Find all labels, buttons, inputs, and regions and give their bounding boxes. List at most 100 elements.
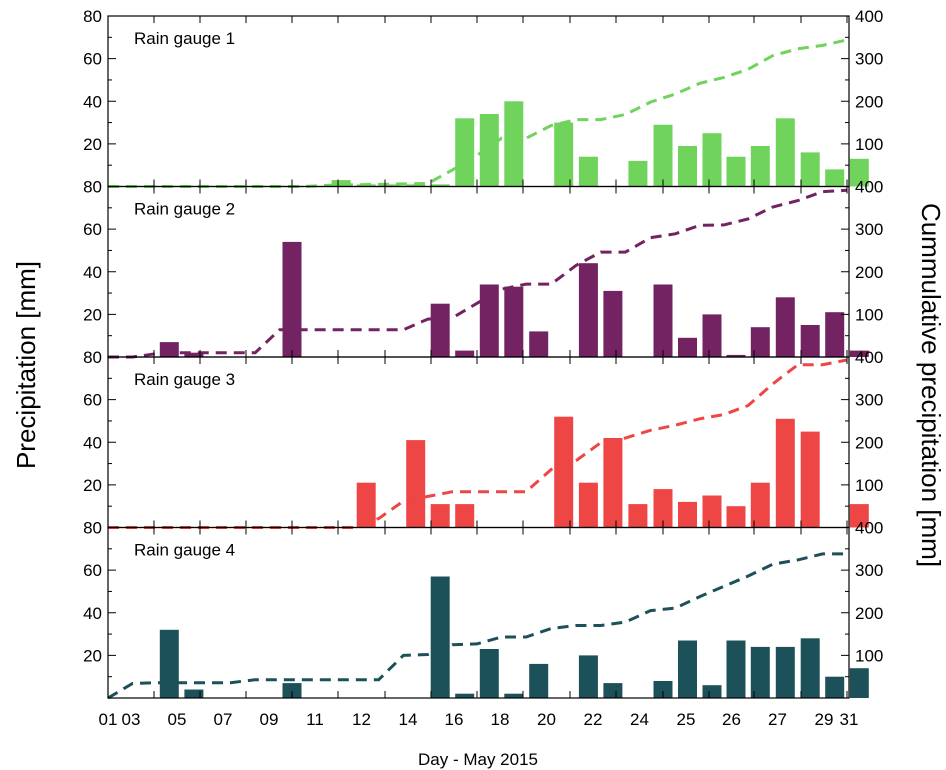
- precip-bar: [800, 431, 820, 528]
- y-tick-label-left: 80: [83, 348, 102, 367]
- panel-label: Rain gauge 2: [134, 200, 235, 219]
- precip-bar: [578, 263, 598, 357]
- x-tick-label: 11: [306, 710, 324, 729]
- chart-panels: 20 40 60 80 100 200 300 400 Rain gauge 1 20 40 60 80…: [83, 7, 883, 700]
- y-tick-label-left: 40: [83, 263, 102, 282]
- precip-bar: [653, 124, 673, 187]
- panel-label: Rain gauge 3: [134, 370, 235, 389]
- precip-bar: [750, 482, 770, 528]
- cumulative-line: [107, 552, 847, 700]
- x-tick-label: 05: [168, 710, 187, 729]
- y-tick-label-right: 200: [855, 92, 883, 111]
- y-axis-title-right: Cummulative precipitation [mm]: [916, 203, 946, 567]
- precip-bar: [554, 416, 574, 528]
- precip-bar: [800, 638, 820, 698]
- precip-bar: [455, 504, 475, 528]
- x-tick-label: 07: [214, 710, 233, 729]
- y-tick-label-left: 80: [83, 7, 102, 26]
- precip-bar: [184, 689, 204, 698]
- panel-2: 20 40 60 80 100 200 300 400 Rain gauge 2: [83, 178, 883, 359]
- precip-bar: [504, 286, 524, 357]
- x-tick-label: 27: [768, 710, 787, 729]
- precip-bar: [455, 693, 475, 698]
- x-tick-label: 18: [491, 710, 510, 729]
- y-tick-label-right: 200: [855, 604, 883, 623]
- y-tick-label-left: 60: [83, 561, 102, 580]
- precip-bar: [702, 133, 722, 187]
- y-tick-label-right: 100: [855, 646, 883, 665]
- precip-bar: [678, 337, 697, 357]
- precip-bar: [653, 489, 673, 528]
- precip-bar: [554, 122, 574, 187]
- precip-bar: [775, 418, 795, 528]
- y-tick-label-right: 300: [855, 391, 883, 410]
- precip-bar: [849, 668, 869, 698]
- x-axis: 01 03 05 07 09 11 12 14 16 18 20 22 24 25 26 27 29 31: [99, 710, 859, 729]
- precip-bar: [726, 354, 746, 357]
- precip-bar: [479, 284, 499, 357]
- y-tick-label-right: 400: [855, 178, 883, 197]
- precip-bar: [603, 683, 623, 698]
- y-tick-label-left: 20: [83, 135, 102, 154]
- y-tick-label-right: 400: [855, 7, 883, 26]
- precip-bar: [184, 352, 204, 357]
- precip-bar: [578, 482, 598, 528]
- precip-bar: [800, 152, 820, 187]
- y-tick-label-right: 300: [855, 50, 883, 69]
- precip-bar: [430, 504, 450, 528]
- precip-bar: [578, 156, 598, 187]
- precip-bar: [825, 676, 845, 698]
- y-tick-label-left: 20: [83, 646, 102, 665]
- x-tick-label: 26: [722, 710, 741, 729]
- precip-bar: [356, 482, 376, 528]
- precip-bar: [504, 693, 524, 698]
- precip-bar: [653, 284, 673, 357]
- y-tick-label-left: 20: [83, 305, 102, 324]
- y-tick-label-right: 400: [855, 348, 883, 367]
- precip-bar: [750, 327, 770, 357]
- y-axis-title-left: Precipitation [mm]: [11, 261, 41, 469]
- precip-bar: [726, 506, 746, 528]
- y-tick-label-right: 100: [855, 135, 883, 154]
- y-tick-label-right: 300: [855, 220, 883, 239]
- precip-bar: [455, 118, 475, 187]
- precip-bar: [603, 438, 623, 528]
- precip-bar: [750, 146, 770, 187]
- precip-bar: [825, 312, 845, 357]
- precip-bar: [702, 685, 722, 698]
- precip-bar: [430, 303, 450, 357]
- precip-bar: [678, 501, 697, 528]
- y-tick-label-left: 60: [83, 50, 102, 69]
- precip-bar: [430, 184, 450, 187]
- x-tick-label: 20: [537, 710, 556, 729]
- precip-bar: [455, 350, 475, 357]
- y-tick-label-left: 60: [83, 391, 102, 410]
- precip-bar: [775, 646, 795, 698]
- cumulative-line: [108, 38, 848, 188]
- precip-bar: [726, 640, 746, 698]
- y-tick-label-left: 40: [83, 433, 102, 452]
- panel-label: Rain gauge 1: [134, 29, 235, 48]
- x-tick-label: 25: [677, 710, 696, 729]
- x-tick-label: 29: [815, 710, 834, 729]
- y-tick-label-left: 80: [83, 519, 102, 538]
- precip-bar: [678, 640, 697, 698]
- x-tick-label: 09: [260, 710, 279, 729]
- precip-bar: [825, 169, 845, 187]
- precip-bar: [282, 241, 302, 357]
- x-tick-label: 22: [584, 710, 603, 729]
- precip-bar: [282, 683, 302, 698]
- x-tick-label: 14: [399, 710, 418, 729]
- y-tick-label-left: 60: [83, 220, 102, 239]
- precip-bar: [406, 184, 426, 187]
- precip-bar: [529, 331, 549, 357]
- precip-bar: [849, 350, 869, 357]
- panel-1: 20 40 60 80 100 200 300 400 Rain gauge 1: [83, 7, 883, 188]
- precip-bar: [726, 156, 746, 187]
- y-tick-label-right: 400: [855, 519, 883, 538]
- precip-bar: [529, 663, 549, 698]
- y-tick-label-right: 200: [855, 263, 883, 282]
- precip-bar: [653, 681, 673, 698]
- y-tick-label-left: 80: [83, 178, 102, 197]
